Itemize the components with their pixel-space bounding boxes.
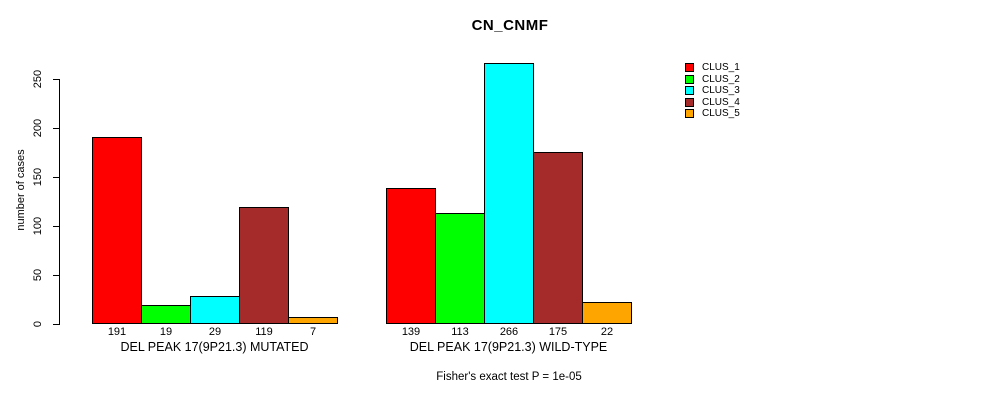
bar-CLUS_5-group2 [582, 301, 632, 324]
bar-value-label: 175 [548, 326, 568, 338]
y-axis-tick-label: 250 [32, 69, 44, 88]
bar-CLUS_5-group1 [288, 316, 338, 324]
bar-value-label: 119 [255, 326, 273, 338]
y-axis-tick [53, 323, 59, 325]
x-axis-group-label: DEL PEAK 17(9P21.3) MUTATED [120, 340, 309, 354]
y-axis-tick [53, 176, 59, 178]
bar-CLUS_4-group2 [533, 151, 583, 324]
y-axis-tick-label: 50 [32, 268, 44, 281]
bar-CLUS_4-group1 [239, 206, 289, 324]
bar-value-label: 7 [309, 326, 317, 338]
legend-label: CLUS_2 [702, 73, 740, 85]
bar-CLUS_1-group1 [92, 136, 142, 324]
fisher-test-annotation: Fisher's exact test P = 1e-05 [436, 371, 582, 383]
bar-value-label: 19 [159, 326, 173, 338]
legend-swatch-CLUS_1 [685, 63, 694, 72]
y-axis-tick-label: 0 [32, 320, 44, 327]
legend-swatch-CLUS_5 [685, 109, 694, 118]
bar-value-label: 29 [208, 326, 222, 338]
legend-swatch-CLUS_2 [685, 74, 694, 84]
bar-CLUS_2-group1 [141, 304, 191, 324]
y-axis-tick [53, 274, 59, 276]
y-axis-label: number of cases [15, 149, 27, 231]
legend-label: CLUS_5 [702, 108, 740, 119]
bar-value-label: 191 [107, 326, 127, 338]
y-axis-tick-label: 100 [32, 216, 44, 235]
legend-label: CLUS_3 [702, 85, 740, 96]
bar-CLUS_2-group2 [435, 212, 485, 324]
y-axis-line [59, 78, 60, 325]
y-axis-tick-label: 150 [32, 167, 44, 186]
y-axis-tick [53, 225, 59, 227]
y-axis-tick [53, 78, 59, 80]
legend-label: CLUS_4 [702, 96, 740, 108]
legend-swatch-CLUS_4 [685, 97, 694, 107]
bar-CLUS_3-group2 [484, 62, 534, 324]
bar-CLUS_3-group1 [190, 295, 240, 324]
x-axis-group-label: DEL PEAK 17(9P21.3) WILD-TYPE [409, 340, 608, 354]
bar-value-label: 113 [451, 326, 469, 338]
y-axis-tick [53, 127, 59, 129]
bar-CLUS_1-group2 [386, 187, 436, 324]
chart-title: CN_CNMF [471, 17, 549, 34]
bar-value-label: 22 [600, 326, 614, 338]
bar-value-label: 139 [401, 326, 421, 338]
legend-swatch-CLUS_3 [685, 86, 694, 95]
bar-value-label: 266 [499, 326, 519, 338]
legend-label: CLUS_1 [702, 62, 740, 73]
y-axis-tick-label: 200 [32, 118, 44, 137]
